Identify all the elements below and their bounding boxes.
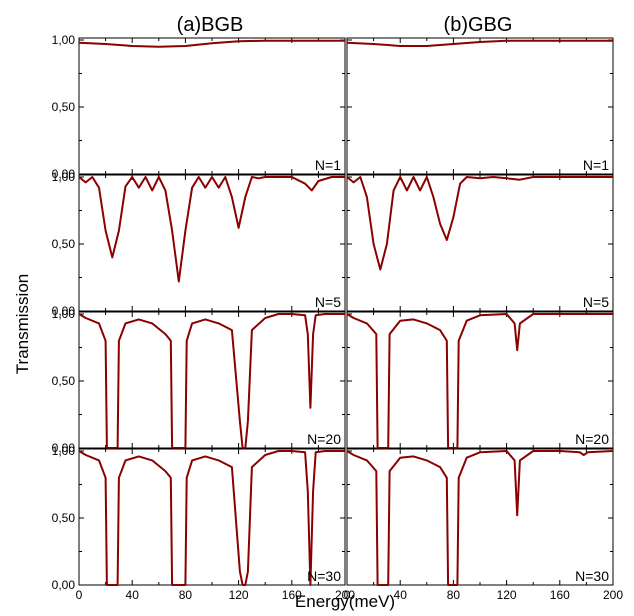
panel-gbg-row4: 0 40 80 120 160 200 N=30 <box>344 448 623 602</box>
n-label: N=5 <box>315 294 341 310</box>
panel-gbg-row1: N=1 <box>346 37 614 175</box>
x-axis-label: Energy(meV) <box>295 592 395 611</box>
panel-bgb-row3: 0,00 0,50 1,00 N=20 <box>52 307 346 455</box>
series-line <box>78 39 345 48</box>
x-tick-label: 40 <box>126 588 140 602</box>
y-tick-label: 1,00 <box>52 307 76 321</box>
x-tick-label: 200 <box>603 588 623 602</box>
x-tick-label: 40 <box>394 588 408 602</box>
y-tick-label: 0,00 <box>52 304 76 318</box>
panel-frame <box>346 37 614 175</box>
series-line <box>78 450 345 586</box>
n-label: N=20 <box>307 431 341 447</box>
title-gbg: (b)GBG <box>444 14 513 36</box>
series-line <box>78 176 345 283</box>
x-tick-label: 0 <box>76 588 83 602</box>
n-label: N=1 <box>583 157 609 173</box>
x-tick-label: 120 <box>229 588 249 602</box>
title-bgb: (a)BGB <box>177 14 244 36</box>
y-tick-label: 0,50 <box>52 511 76 525</box>
x-tick-label: 0 <box>344 588 351 602</box>
panels: 0,000,501,00N=1 N=10,000,501,00N=5 N=50,00… <box>52 33 624 602</box>
series-line <box>346 176 613 271</box>
x-tick-label: 160 <box>550 588 570 602</box>
y-tick-label: 0,50 <box>52 100 76 114</box>
n-label: N=30 <box>307 568 341 584</box>
y-tick-label: 1,00 <box>52 444 76 458</box>
x-tick-label: 120 <box>497 588 517 602</box>
panel-gbg-row3: N=20 <box>346 311 614 449</box>
y-tick-label: 0,00 <box>52 441 76 455</box>
n-label: N=30 <box>575 568 609 584</box>
panel-bgb-row2: 0,00 0,50 1,00 N=5 <box>52 170 346 318</box>
x-tick-label: 80 <box>447 588 461 602</box>
y-tick-label: 0,00 <box>52 167 76 181</box>
y-tick-label: 1,00 <box>52 33 76 47</box>
series-line <box>78 313 345 449</box>
panel-frame <box>346 448 614 586</box>
series-line <box>346 39 613 47</box>
panel-bgb-row1: 0,00 0,50 1,00 N=1 <box>52 33 346 181</box>
x-tick-label: 160 <box>282 588 302 602</box>
series-line <box>346 450 614 586</box>
y-tick-label: 0,00 <box>52 578 76 592</box>
n-label: N=20 <box>575 431 609 447</box>
x-tick-label: 80 <box>179 588 193 602</box>
panel-bgb-row4: 0,00 0,50 1,00 0 40 80 120 160 200 N=30 <box>52 444 356 602</box>
y-tick-label: 1,00 <box>52 170 76 184</box>
n-label: N=1 <box>315 157 341 173</box>
y-axis-label: Transmission <box>13 274 32 374</box>
series-line <box>346 313 613 449</box>
panel-frame <box>78 37 346 175</box>
y-tick-label: 0,50 <box>52 237 76 251</box>
panel-gbg-row2: N=5 <box>346 174 614 312</box>
n-label: N=5 <box>583 294 609 310</box>
x-tick-label: 200 <box>335 588 355 602</box>
y-tick-label: 0,50 <box>52 374 76 388</box>
panel-frame <box>78 174 346 312</box>
panel-frame <box>346 311 614 449</box>
